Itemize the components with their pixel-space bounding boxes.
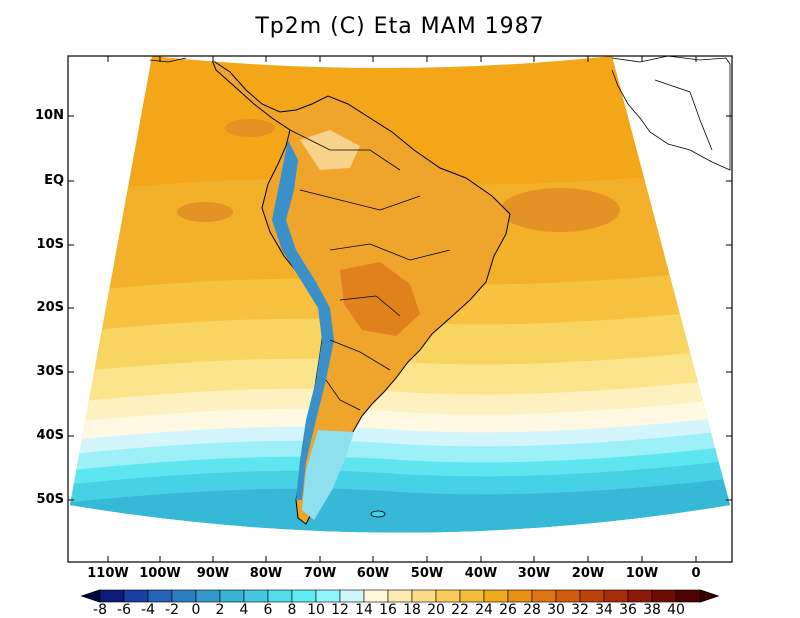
patagonia-cool <box>302 430 354 520</box>
colorbar-swatch <box>507 589 533 603</box>
colorbar-label: 4 <box>239 602 249 618</box>
colorbar-label: 8 <box>287 602 297 618</box>
colorbar-swatch <box>339 589 365 603</box>
colorbar-max-arrow <box>699 589 720 603</box>
colorbar-swatch <box>195 589 221 603</box>
warm-patch <box>225 119 275 137</box>
colorbar-swatch <box>603 589 629 603</box>
colorbar-swatch <box>627 589 653 603</box>
longitude-ticks <box>107 56 697 562</box>
lat-label: EQ <box>44 173 64 188</box>
colorbar-label: 0 <box>191 602 201 618</box>
lon-label: 40W <box>464 566 498 581</box>
colorbar-label: 38 <box>643 602 661 618</box>
colorbar-swatch <box>219 589 245 603</box>
colorbar-label: 26 <box>499 602 517 618</box>
colorbar-label: 24 <box>475 602 493 618</box>
country-border <box>329 339 391 371</box>
lon-label: 80W <box>249 566 283 581</box>
colorbar-swatch <box>363 589 389 603</box>
lon-label: 100W <box>139 566 181 581</box>
warm-patch <box>500 188 620 232</box>
lon-label: 70W <box>303 566 337 581</box>
colorbar-swatch <box>483 589 509 603</box>
colorbar-swatch <box>267 589 293 603</box>
colorbar-label: 22 <box>451 602 469 618</box>
lon-label: 30W <box>517 566 551 581</box>
africa-coastline <box>611 55 731 171</box>
lon-label: 90W <box>196 566 230 581</box>
colorbar-label: -8 <box>93 602 107 618</box>
lat-label: 50S <box>36 492 64 507</box>
lon-label: 20W <box>571 566 605 581</box>
colorbar-label: 6 <box>263 602 273 618</box>
colorbar-min-arrow <box>80 589 101 603</box>
lon-label: 10W <box>625 566 659 581</box>
colorbar <box>80 589 720 603</box>
lon-label: 60W <box>356 566 390 581</box>
colorbar-label: 10 <box>307 602 325 618</box>
colorbar-swatch <box>147 589 173 603</box>
colorbar-swatch <box>243 589 269 603</box>
colorbar-swatch <box>315 589 341 603</box>
colorbar-swatch <box>99 589 125 603</box>
lat-label: 10N <box>35 108 64 123</box>
colorbar-label: 12 <box>331 602 349 618</box>
colorbar-swatch <box>411 589 437 603</box>
ocean-band <box>70 470 730 533</box>
colorbar-label: 14 <box>355 602 373 618</box>
colorbar-swatch <box>651 589 677 603</box>
lat-label: 10S <box>36 237 64 252</box>
andes-cold-strip <box>272 140 334 500</box>
colorbar-swatch <box>579 589 605 603</box>
warm-patch <box>177 202 233 222</box>
colorbar-label: 32 <box>571 602 589 618</box>
lat-label: 40S <box>36 428 64 443</box>
country-border <box>339 295 401 317</box>
colorbar-label: 18 <box>403 602 421 618</box>
colorbar-swatch <box>123 589 149 603</box>
colorbar-swatch <box>459 589 485 603</box>
lon-label: 50W <box>410 566 444 581</box>
colorbar-swatch <box>171 589 197 603</box>
colorbar-swatch <box>387 589 413 603</box>
country-border <box>329 243 451 261</box>
lat-label: 20S <box>36 300 64 315</box>
colorbar-swatch <box>435 589 461 603</box>
africa-border <box>654 79 713 151</box>
colorbar-label: 30 <box>547 602 565 618</box>
country-border <box>325 379 361 411</box>
colorbar-label: 40 <box>667 602 685 618</box>
colorbar-label: -2 <box>165 602 179 618</box>
falkland-islands <box>370 510 386 518</box>
lat-label: 30S <box>36 364 64 379</box>
colorbar-label: 28 <box>523 602 541 618</box>
latitude-ticks <box>68 115 732 501</box>
colorbar-label: -4 <box>141 602 155 618</box>
colorbar-label: 16 <box>379 602 397 618</box>
colorbar-swatch <box>531 589 557 603</box>
colorbar-label: -6 <box>117 602 131 618</box>
colorbar-swatch <box>555 589 581 603</box>
outside-domain-coastlines <box>149 55 731 171</box>
colorbar-label: 34 <box>595 602 613 618</box>
colorbar-label: 2 <box>215 602 225 618</box>
lon-label: 110W <box>87 566 129 581</box>
colorbar-label: 36 <box>619 602 637 618</box>
map-title: Tp2m (C) Eta MAM 1987 <box>255 14 545 39</box>
colorbar-swatch <box>675 589 701 603</box>
country-border <box>299 189 421 211</box>
colorbar-label: 20 <box>427 602 445 618</box>
south-america-landmass <box>210 58 511 525</box>
country-border <box>289 129 401 171</box>
colorbar-swatch <box>291 589 317 603</box>
lon-label: 0 <box>691 566 701 581</box>
map-border <box>67 55 733 563</box>
north-america-coast <box>149 57 187 63</box>
